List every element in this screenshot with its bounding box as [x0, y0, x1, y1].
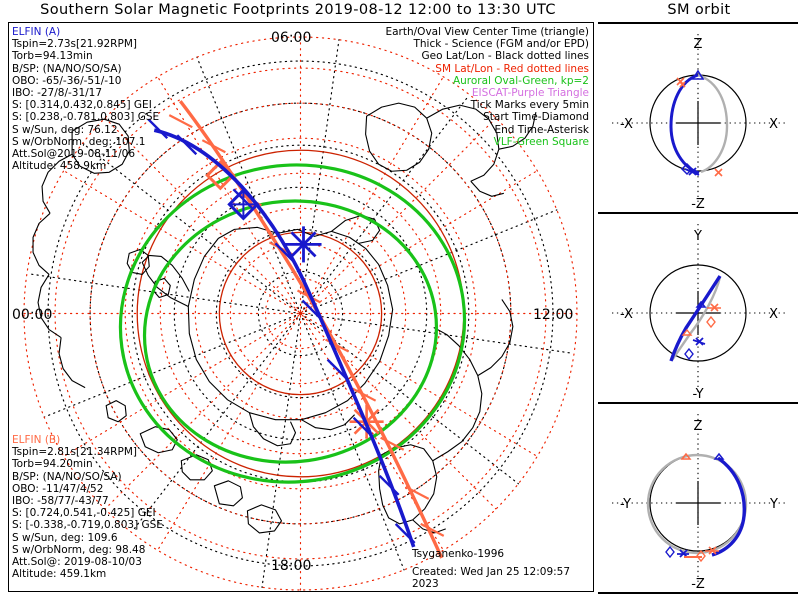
legend-item-1: Thick - Science (FGM and/or EPD) [413, 38, 589, 51]
mlt-label-left: 00:00 [12, 307, 53, 323]
view-center-triangle [691, 69, 705, 80]
orbit-xz-bottom-label: -Z [691, 197, 705, 212]
elfin-a-label: ELFIN (A) [12, 26, 61, 38]
sm-orbit-title: SM orbit [667, 2, 731, 18]
elfin-a-line-3: OBO: -65/-36/-51/-10 [12, 74, 122, 87]
legend-item-5: EISCAT-Purple Triangle [471, 87, 589, 100]
polar-map-plot [23, 36, 578, 591]
orbit-xz-top-label: Z [694, 37, 703, 52]
elfin-a-line-4: IBO: -27/8/-31/17 [12, 87, 103, 100]
page-title: Southern Solar Magnetic Footprints 2019-… [40, 2, 556, 18]
legend-item-0: Earth/Oval View Center Time (triangle) [385, 26, 589, 38]
sm-orbit-panel-xz: Z -Z -X X [598, 22, 798, 212]
orbit-xz-left-label: -X [620, 117, 633, 132]
elfin-b-start-diamond [205, 160, 236, 191]
mlt-label-right: 12:00 [533, 307, 574, 323]
elfin-a-end-asterisk [285, 226, 322, 263]
elfin-a-line-6: S: [0.238,-0.781,0.803] GSE [12, 111, 160, 124]
elfin-b-line-9: Att.Sol@: 2019-08-10/03 [12, 556, 142, 569]
legend-item-9: VLF-Green Square [493, 135, 589, 148]
elfin-b-line-6: S: [-0.338,-0.719,0.803] GSE [12, 519, 163, 532]
elfin-b-line-8: S w/OrbNorm, deg: 98.48 [12, 543, 146, 556]
elfin-a-line-7: S w/Sun, deg: 76.12 [12, 123, 118, 136]
orbit-divider-top [598, 22, 798, 24]
auroral-oval-outer [118, 163, 467, 484]
orbit-yz-bottom-label: -Z [691, 577, 705, 592]
footprint-map-panel: ELFIN (A) Tspin=2.73s[21.92RPM] Torb=94.… [8, 22, 594, 592]
orbit-xy-left-label: -X [620, 307, 633, 322]
orbit-yz-left-label: -Y [620, 497, 631, 512]
legend-item-7: Start Time-Diamond [483, 111, 589, 124]
elfin-b-line-4: IBO: -58/77/-43/77 [12, 495, 109, 508]
elfin-a-line-9: Att.Sol@2019-08-11/06 [12, 148, 135, 161]
elfin-b-line-2: B/SP: (NA/NO/SO/SA) [12, 470, 122, 483]
map-legend: Earth/Oval View Center Time (triangle) T… [385, 26, 589, 148]
sm-orbit-panel-xy: Y -Y -X X [598, 212, 798, 402]
elfin-b-line-3: OBO: -11/47/4/52 [12, 482, 104, 495]
orbit-xy-bottom-label: -Y [692, 387, 703, 402]
elfin-b-label: ELFIN (B) [12, 434, 61, 446]
legend-item-8: End Time-Asterisk [494, 123, 589, 136]
elfin-a-line-5: S: [0.314,0.432,0.845] GEI [12, 99, 152, 112]
coastlines [32, 102, 537, 534]
elfin-a-line-1: Torb=94.13min [12, 50, 93, 63]
elfin-b-line-7: S w/Sun, deg: 109.6 [12, 531, 118, 544]
orbit-xy-top-label: Y [693, 229, 702, 244]
legend-item-4: Auroral Oval-Green, kp=2 [452, 74, 589, 87]
legend-item-3: SM Lat/Lon - Red dotted lines [435, 62, 589, 75]
orbit-xz-right-label: X [769, 117, 778, 132]
elfin-a-start-diamond [227, 188, 260, 221]
legend-item-2: Geo Lat/Lon - Black dotted lines [421, 50, 589, 63]
elfin-b-info-block: ELFIN (B) Tspin=2.81s[21.34RPM] Torb=94.… [12, 434, 163, 580]
orbit-divider-3 [598, 592, 798, 594]
mlt-label-top: 06:00 [271, 30, 312, 46]
elfin-a-track [147, 118, 416, 548]
elfin-a-info-block: ELFIN (A) Tspin=2.73s[21.92RPM] Torb=94.… [12, 26, 159, 172]
elfin-b-line-10: Altitude: 459.1km [12, 568, 107, 581]
orbit-divider-2 [598, 402, 798, 404]
elfin-b-line-5: S: [0.724,0.541,-0.425] GEI [12, 507, 156, 520]
legend-item-6: Tick Marks every 5min [470, 99, 589, 112]
created-timestamp: Created: Wed Jan 25 12:09:57 2023 [412, 566, 571, 590]
sm-grid-lines [23, 36, 578, 591]
sm-orbit-panel-yz: Z -Z -Y Y [598, 402, 798, 592]
model-name-label: Tsyganenko-1996 [412, 548, 505, 560]
sm-orbit-column: Z -Z -X X [598, 22, 798, 594]
orbit-divider-1 [598, 212, 798, 214]
elfin-b-line-0: Tspin=2.81s[21.34RPM] [12, 446, 137, 459]
mlt-label-bottom: 18:00 [271, 558, 312, 574]
elfin-a-line-8: S w/OrbNorm, deg: 107.1 [12, 135, 146, 148]
elfin-b-line-1: Torb=94.20min [12, 458, 93, 471]
elfin-a-line-10: Altitude: 458.9km [12, 160, 107, 173]
orbit-yz-right-label: Y [769, 497, 778, 512]
orbit-xy-right-label: X [769, 307, 778, 322]
auroral-oval-inner [142, 199, 439, 464]
orbit-yz-top-label: Z [694, 419, 703, 434]
elfin-a-line-2: B/SP: (NA/NO/SO/SA) [12, 62, 122, 75]
elfin-a-line-0: Tspin=2.73s[21.92RPM] [12, 38, 137, 51]
